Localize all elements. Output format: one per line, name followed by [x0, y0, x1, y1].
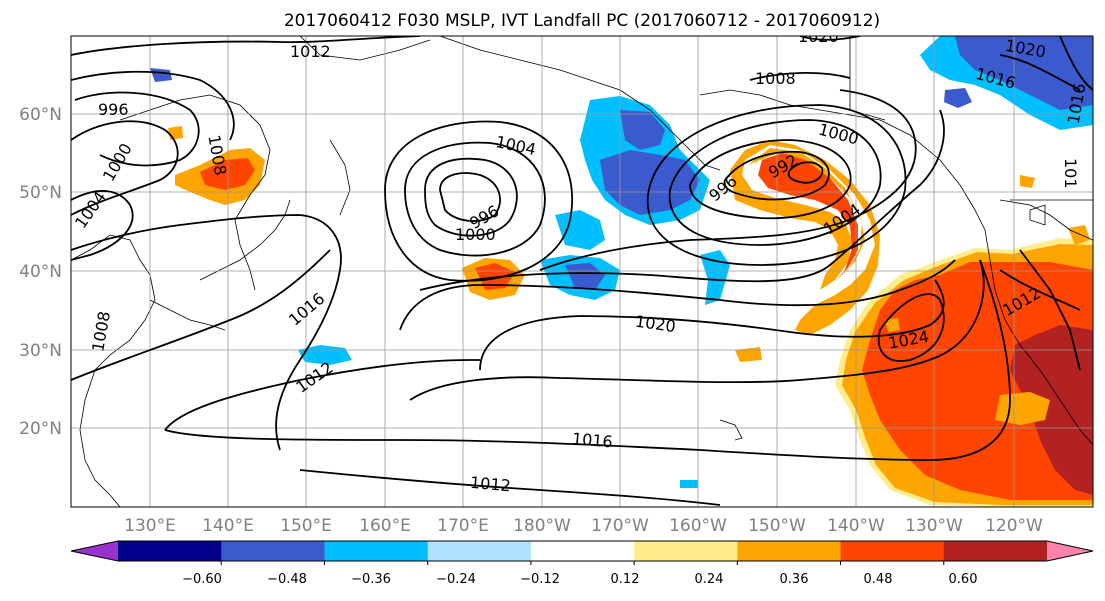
colorbar-tick-label: −0.12	[520, 572, 560, 587]
lat-label: 40°N	[19, 262, 62, 282]
colorbar-segment	[427, 541, 532, 561]
colorbar-segment	[634, 541, 738, 561]
colorbar-segment	[530, 541, 635, 561]
contour-label: 1016	[571, 429, 613, 451]
mslp-contours	[71, 36, 1093, 506]
colorbar-extend-max	[1047, 541, 1093, 561]
contour-label: 1000	[455, 225, 496, 244]
contour-label: 1008	[755, 69, 796, 88]
colorbar-tick-label: 0.12	[611, 572, 640, 587]
lon-label: 150°E	[280, 516, 332, 536]
lon-label: 160°W	[669, 516, 727, 536]
lon-label: 130°E	[124, 516, 176, 536]
colorbar-segment	[943, 541, 1048, 561]
lat-label: 50°N	[19, 183, 62, 203]
contour-label: 101	[1061, 158, 1080, 189]
colorbar-segment	[118, 541, 222, 561]
lat-label: 20°N	[19, 419, 62, 439]
colorbar-tick-label: −0.36	[351, 572, 391, 587]
lon-label: 170°E	[437, 516, 489, 536]
colorbar-tick-label: 0.48	[864, 572, 893, 587]
map-frame	[70, 35, 1094, 508]
map-title: 2017060412 F030 MSLP, IVT Landfall PC (2…	[284, 11, 880, 31]
lat-label: 30°N	[19, 341, 62, 361]
lon-label: 170°W	[591, 516, 649, 536]
graticule	[71, 36, 1093, 507]
colorbar-segment	[840, 541, 945, 561]
colorbar-segment	[324, 541, 429, 561]
colorbar-tick-label: 0.24	[695, 572, 724, 587]
contour-label: 1012	[290, 42, 331, 61]
contour-label: 1020	[798, 27, 839, 46]
colorbar-tick-label: −0.60	[182, 572, 222, 587]
colorbar-tick-label: −0.48	[267, 572, 307, 587]
ivt-shading	[150, 36, 1093, 507]
contour-label: 996	[98, 100, 129, 119]
colorbar-tick-label: 0.60	[949, 572, 978, 587]
lat-label: 60°N	[19, 105, 62, 125]
lon-label: 180°W	[513, 516, 571, 536]
colorbar-segment	[737, 541, 842, 561]
lon-label: 140°W	[827, 516, 885, 536]
lon-label: 140°E	[202, 516, 254, 536]
map-panel: 1012 996 1000 1004 1008 1004 996 1000 10…	[71, 27, 1093, 507]
lon-label: 160°E	[359, 516, 411, 536]
colorbar-segment	[221, 541, 325, 561]
lon-label: 130°W	[905, 516, 963, 536]
contour-label: 1012	[469, 473, 511, 495]
colorbar-tick-label: −0.24	[436, 572, 476, 587]
colorbar-extend-min	[71, 541, 118, 561]
colorbar: −0.60 −0.48 −0.36 −0.24 −0.12 0.12 0.24 …	[70, 540, 1094, 587]
lon-label: 150°W	[748, 516, 806, 536]
lon-label: 120°W	[985, 516, 1043, 536]
colorbar-tick-label: 0.36	[780, 572, 809, 587]
